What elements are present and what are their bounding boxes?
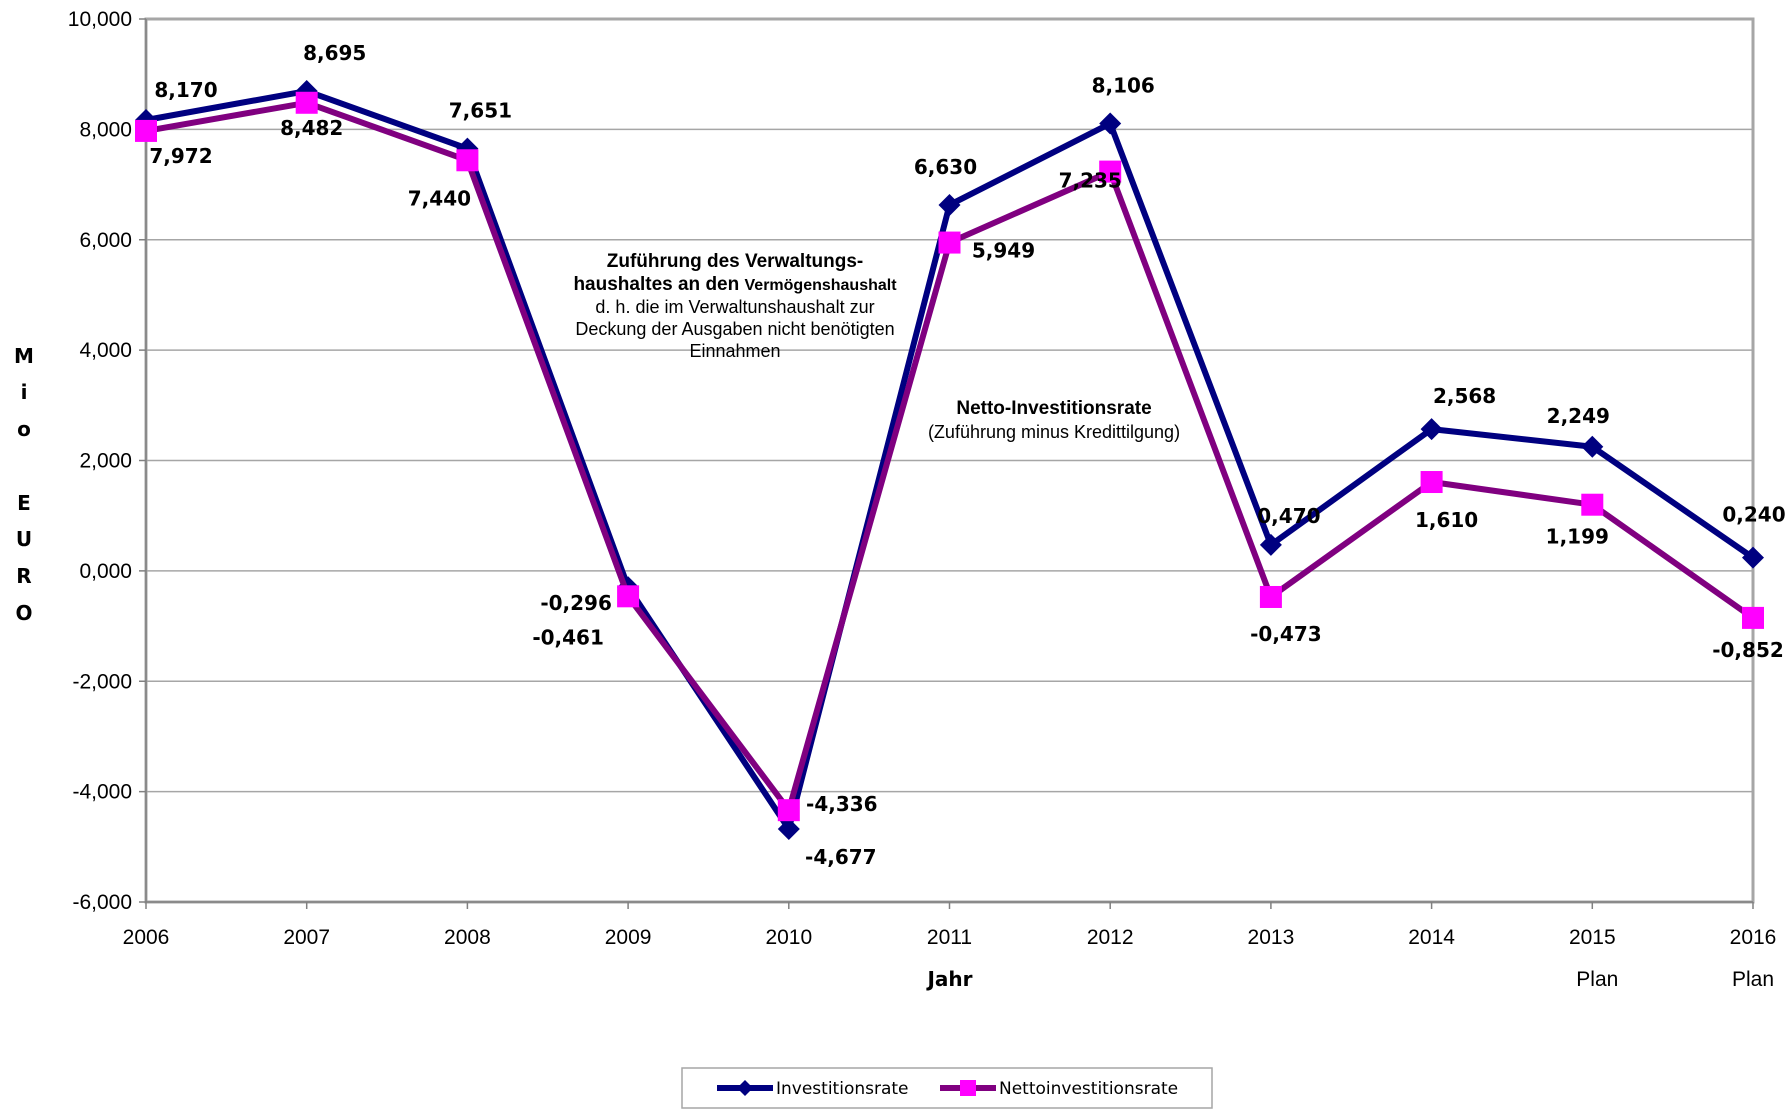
annotation-netto-line1: Netto-Investitionsrate bbox=[956, 398, 1151, 419]
y-tick-label: 8,000 bbox=[79, 118, 132, 141]
annotation-netto: Netto-Investitionsrate (Zuführung minus … bbox=[928, 398, 1180, 442]
data-label-investitionsrate: -4,677 bbox=[805, 845, 877, 869]
x-tick-label: 2011 bbox=[927, 926, 972, 949]
legend-label-investitionsrate: Investitionsrate bbox=[776, 1079, 909, 1099]
series bbox=[135, 80, 1764, 840]
data-label-investitionsrate: 2,568 bbox=[1433, 384, 1496, 408]
data-label-investitionsrate: 7,651 bbox=[449, 99, 512, 123]
data-label-nettoinvestitionsrate: 7,972 bbox=[149, 144, 212, 168]
marker-investitionsrate bbox=[938, 193, 961, 216]
data-label-investitionsrate: 8,170 bbox=[154, 78, 217, 102]
y-tick-labels: 10,000 8,000 6,000 4,000 2,000 0,000 -2,000 -4,… bbox=[68, 8, 132, 914]
y-axis-title-letter: R bbox=[16, 564, 31, 588]
marker-nettoinvestitionsrate bbox=[777, 799, 800, 822]
marker-nettoinvestitionsrate bbox=[617, 585, 640, 608]
annotation-zufuehrung-line4: Deckung der Ausgaben nicht benötigten bbox=[575, 319, 894, 339]
x-tick-sublabel: Plan bbox=[1732, 968, 1774, 991]
data-label-nettoinvestitionsrate: 7,235 bbox=[1059, 169, 1122, 193]
y-tick-label: -2,000 bbox=[72, 670, 132, 693]
marker-nettoinvestitionsrate bbox=[1099, 160, 1122, 183]
y-axis-title-letter: O bbox=[15, 601, 32, 625]
x-tick-label: 2015 bbox=[1569, 926, 1616, 949]
y-tick-label: -4,000 bbox=[72, 781, 132, 804]
marker-nettoinvestitionsrate bbox=[135, 119, 157, 142]
x-tick-label: 2006 bbox=[123, 926, 170, 949]
x-tick-label: 2013 bbox=[1248, 926, 1295, 949]
x-tick-label: 2007 bbox=[283, 926, 330, 949]
x-tick-label: 2009 bbox=[605, 926, 652, 949]
marker-nettoinvestitionsrate bbox=[456, 149, 479, 172]
y-tick-label: 6,000 bbox=[79, 229, 132, 252]
annotation-zufuehrung-line5: Einnahmen bbox=[689, 341, 780, 361]
legend-label-nettoinvestitionsrate: Nettoinvestitionsrate bbox=[999, 1079, 1178, 1099]
data-label-nettoinvestitionsrate: 1,610 bbox=[1415, 508, 1478, 532]
x-tick-sublabel: Plan bbox=[1576, 968, 1618, 991]
x-tick-label: 2016 bbox=[1730, 926, 1777, 949]
axes bbox=[139, 18, 1754, 909]
data-label-nettoinvestitionsrate: -0,461 bbox=[532, 625, 604, 649]
data-labels: 8,170 8,695 7,651 -0,296 -4,677 6,630 8,106 0,4… bbox=[149, 41, 1785, 869]
annotation-zufuehrung: Zuführung des Verwaltungs- haushaltes an… bbox=[573, 251, 897, 361]
annotation-zufuehrung-line2a: haushaltes an den bbox=[573, 274, 744, 295]
y-tick-label: 4,000 bbox=[79, 339, 132, 362]
legend-marker-nettoinvestitionsrate bbox=[960, 1080, 976, 1096]
annotation-zufuehrung-line1: Zuführung des Verwaltungs- bbox=[607, 251, 864, 272]
data-label-investitionsrate: 6,630 bbox=[914, 155, 977, 179]
annotation-zufuehrung-line3: d. h. die im Verwaltunshaushalt zur bbox=[595, 297, 874, 317]
data-label-investitionsrate: 0,240 bbox=[1722, 503, 1785, 527]
marker-investitionsrate bbox=[1099, 112, 1122, 135]
data-label-nettoinvestitionsrate: 7,440 bbox=[408, 186, 471, 210]
marker-nettoinvestitionsrate bbox=[1259, 585, 1282, 608]
annotation-netto-line2: (Zuführung minus Kredittilgung) bbox=[928, 422, 1180, 442]
x-tick-label: 2008 bbox=[444, 926, 491, 949]
data-label-nettoinvestitionsrate: 1,199 bbox=[1546, 525, 1609, 549]
y-axis-title-letter: i bbox=[21, 380, 28, 404]
x-tick-label: 2012 bbox=[1087, 926, 1134, 949]
marker-investitionsrate bbox=[1259, 533, 1282, 556]
x-axis-title: Jahr bbox=[925, 967, 972, 991]
data-label-nettoinvestitionsrate: -4,336 bbox=[806, 792, 878, 816]
data-label-nettoinvestitionsrate: 5,949 bbox=[972, 239, 1035, 263]
y-axis-title-letter: E bbox=[17, 491, 31, 515]
legend: Investitionsrate Nettoinvestitionsrate bbox=[681, 1067, 1213, 1109]
data-label-nettoinvestitionsrate: 8,482 bbox=[280, 116, 343, 140]
marker-investitionsrate bbox=[777, 817, 800, 840]
legend-marker-investitionsrate bbox=[737, 1080, 753, 1096]
legend-items: Investitionsrate Nettoinvestitionsrate bbox=[717, 1079, 1178, 1099]
y-axis-title-letter: U bbox=[16, 527, 32, 551]
y-tick-label: 0,000 bbox=[79, 560, 132, 583]
annotation-zufuehrung-line2: haushaltes an den Vermögenshaushalt bbox=[573, 274, 897, 295]
data-label-investitionsrate: -0,296 bbox=[540, 591, 612, 615]
y-tick-label: 10,000 bbox=[68, 8, 132, 31]
data-label-nettoinvestitionsrate: -0,852 bbox=[1712, 638, 1784, 662]
annotation-zufuehrung-line2b: Vermögenshaushalt bbox=[745, 277, 898, 294]
data-label-investitionsrate: 8,695 bbox=[303, 41, 366, 65]
data-label-investitionsrate: 8,106 bbox=[1092, 74, 1155, 98]
marker-investitionsrate bbox=[1742, 546, 1764, 569]
x-tick-label: 2010 bbox=[765, 926, 812, 949]
x-tick-label: 2014 bbox=[1408, 926, 1455, 949]
marker-investitionsrate bbox=[1420, 418, 1443, 441]
x-tick-labels: 2006 2007 2008 2009 2010 2011 2012 2013 2014 2015… bbox=[123, 926, 1777, 991]
marker-nettoinvestitionsrate bbox=[1420, 471, 1443, 494]
marker-nettoinvestitionsrate bbox=[938, 231, 961, 254]
data-label-investitionsrate: 0,470 bbox=[1257, 504, 1320, 528]
y-axis-title-letter: o bbox=[17, 417, 31, 441]
marker-nettoinvestitionsrate bbox=[1581, 493, 1604, 516]
y-tick-label: -6,000 bbox=[72, 891, 132, 914]
grid-lines bbox=[146, 18, 1753, 903]
data-label-investitionsrate: 2,249 bbox=[1547, 404, 1610, 428]
y-axis-title-letter: M bbox=[14, 344, 34, 368]
marker-nettoinvestitionsrate bbox=[295, 91, 318, 114]
marker-nettoinvestitionsrate bbox=[1742, 606, 1764, 629]
marker-investitionsrate bbox=[1581, 435, 1604, 458]
data-label-nettoinvestitionsrate: -0,473 bbox=[1250, 622, 1322, 646]
y-tick-label: 2,000 bbox=[79, 450, 132, 473]
